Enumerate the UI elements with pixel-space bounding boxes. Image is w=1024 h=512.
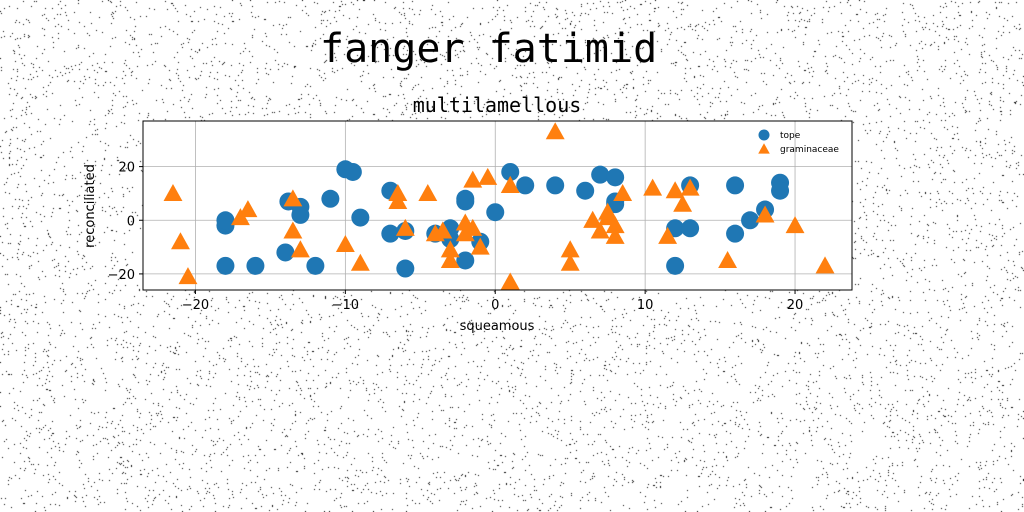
- triangle-point: [643, 178, 663, 196]
- triangle-point: [463, 170, 483, 188]
- legend-label: graminaceae: [780, 145, 839, 155]
- triangle-point: [178, 267, 198, 285]
- circle-point: [381, 224, 400, 243]
- circle-point: [351, 208, 370, 227]
- triangle-point: [598, 202, 618, 220]
- triangle-point: [440, 240, 460, 258]
- y-tick-label: −20: [108, 268, 135, 283]
- circle-point: [666, 256, 685, 275]
- y-tick-label: 20: [118, 161, 135, 176]
- triangle-point: [171, 232, 190, 250]
- circle-point: [456, 251, 475, 270]
- circle-point: [321, 189, 340, 208]
- triangle-point: [283, 221, 303, 239]
- triangle-point: [478, 167, 498, 185]
- circle-point: [246, 256, 265, 275]
- triangle-point: [560, 253, 580, 271]
- y-axis-label: reconciliated: [83, 164, 98, 248]
- triangle-point: [418, 183, 438, 201]
- x-tick-label: 0: [491, 298, 499, 313]
- triangle-point: [463, 218, 483, 236]
- triangle-point: [718, 251, 738, 269]
- triangle-point: [605, 216, 625, 234]
- triangle-point: [440, 251, 460, 269]
- circle-point: [606, 168, 625, 187]
- legend-marker-tope: [758, 129, 770, 141]
- triangle-point: [785, 216, 805, 234]
- circle-point: [726, 224, 745, 243]
- x-tick-label: −20: [182, 298, 209, 313]
- triangle-point: [283, 189, 303, 207]
- figure-title: fanger fatimid: [320, 26, 658, 72]
- circle-point: [741, 211, 760, 230]
- legend-marker-graminaceae: [758, 143, 770, 154]
- triangle-point: [755, 205, 775, 223]
- circle-point: [456, 189, 475, 208]
- circle-point: [216, 211, 235, 230]
- y-tick-label: 0: [127, 214, 135, 229]
- triangle-point: [350, 253, 370, 271]
- axis-ticks: −20 −10 0 10 20 −20 0 20: [108, 161, 804, 313]
- triangle-point: [395, 218, 415, 236]
- circle-point: [681, 219, 700, 238]
- triangle-point: [560, 240, 580, 258]
- x-axis-label: squeamous: [460, 319, 535, 334]
- triangle-point: [545, 122, 565, 140]
- circle-point: [216, 256, 235, 275]
- circle-point: [396, 259, 415, 278]
- circle-point: [501, 162, 520, 181]
- triangle-point: [815, 256, 835, 274]
- triangle-point: [605, 226, 625, 244]
- triangle-point: [290, 240, 310, 258]
- triangle-point: [500, 272, 520, 290]
- circle-point: [306, 256, 325, 275]
- triangle-point: [665, 181, 685, 199]
- plot-frame: [142, 120, 853, 291]
- triangle-point: [433, 221, 453, 239]
- triangle-point: [658, 226, 678, 244]
- circle-point: [343, 162, 362, 181]
- triangle-point: [163, 183, 183, 201]
- circle-point: [546, 176, 565, 195]
- circle-point: [516, 176, 535, 195]
- triangle-point: [238, 200, 258, 218]
- circle-point: [291, 205, 310, 224]
- circle-point: [591, 165, 610, 184]
- x-tick-label: 10: [637, 298, 654, 313]
- x-tick-label: −10: [332, 298, 359, 313]
- triangle-point: [680, 178, 700, 196]
- circle-point: [486, 203, 505, 222]
- circle-point: [771, 181, 790, 200]
- data-points: [163, 122, 835, 290]
- triangle-point: [583, 210, 603, 228]
- triangle-point: [613, 183, 633, 201]
- triangle-point: [500, 175, 520, 193]
- legend-label: tope: [780, 131, 801, 141]
- triangle-point: [388, 192, 408, 210]
- triangle-point: [470, 237, 490, 255]
- circle-point: [726, 176, 745, 195]
- triangle-point: [335, 234, 355, 252]
- circle-point: [576, 181, 595, 200]
- circle-point: [276, 243, 295, 262]
- legend: tope graminaceae: [758, 129, 839, 155]
- triangle-point: [673, 194, 693, 212]
- triangle-point: [590, 221, 610, 239]
- series-graminaceae: [163, 122, 835, 290]
- plot-title: multilamellous: [413, 93, 582, 117]
- grid-lines: [143, 121, 852, 290]
- x-tick-label: 20: [787, 298, 804, 313]
